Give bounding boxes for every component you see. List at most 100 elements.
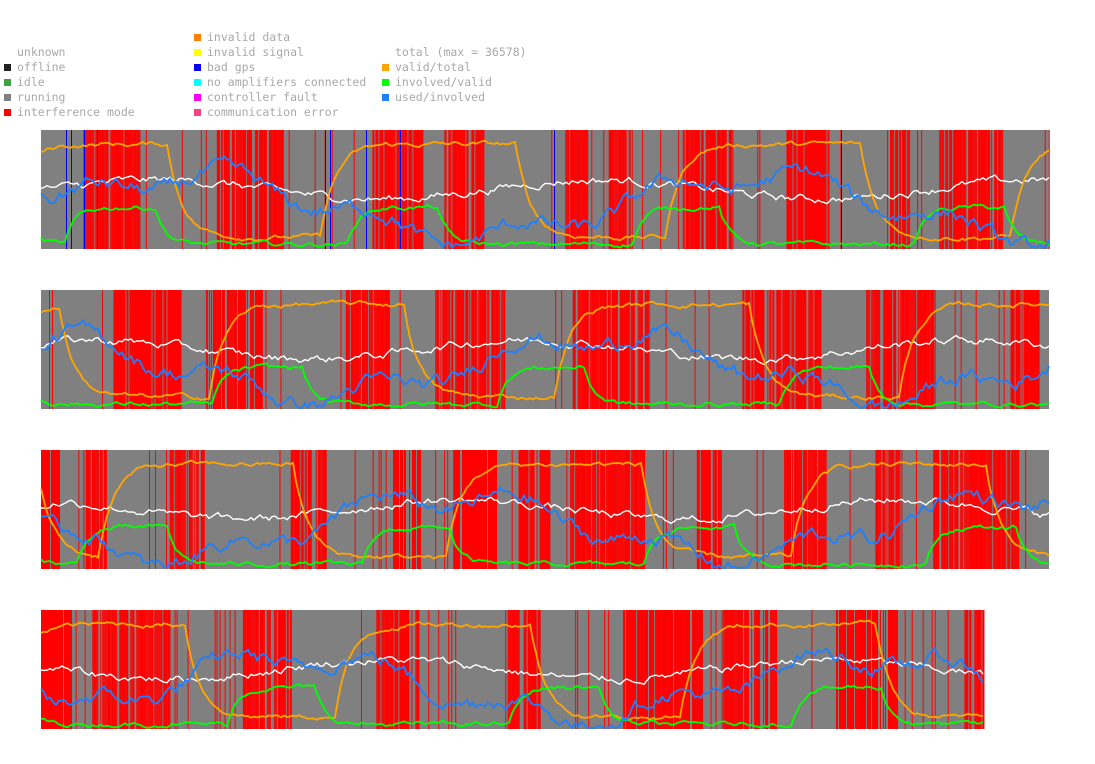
interference-mark (458, 290, 460, 409)
legend-swatch (382, 94, 389, 101)
interference-mark (385, 130, 387, 249)
interference-mark (407, 610, 409, 729)
interference-mark (417, 450, 419, 569)
interference-mark (964, 130, 966, 249)
interference-mark (445, 130, 447, 249)
interference-mark (568, 130, 570, 249)
interference-mark (260, 290, 262, 409)
interference-mark (449, 130, 451, 249)
interference-mark (158, 610, 160, 729)
interference-mark (378, 290, 380, 409)
interference-mark (984, 130, 987, 249)
interference-mark (577, 610, 579, 729)
interference-mark (159, 610, 161, 729)
interference-mark (130, 290, 132, 409)
interference-mark (131, 290, 133, 409)
interference-mark (713, 450, 715, 569)
interference-mark (496, 290, 499, 409)
interference-mark (642, 130, 644, 249)
interference-mark (265, 130, 267, 249)
interference-mark (779, 290, 781, 409)
interference-mark (593, 290, 596, 409)
interference-mark (265, 290, 267, 409)
interference-mark (1009, 450, 1011, 569)
interference-mark (786, 290, 789, 409)
interference-mark (821, 130, 823, 249)
interference-mark (447, 290, 449, 409)
interference-mark (493, 290, 495, 409)
interference-mark (883, 450, 885, 569)
interference-mark (957, 130, 960, 249)
interference-mark (762, 290, 764, 409)
interference-mark (899, 450, 901, 569)
legend-swatch (194, 94, 201, 101)
interference-mark (598, 450, 600, 569)
interference-mark (964, 610, 966, 729)
interference-mark (811, 290, 813, 409)
interference-mark (780, 290, 782, 409)
interference-mark (87, 130, 89, 249)
interference-mark (888, 450, 891, 569)
interference-mark (640, 610, 643, 729)
bad-gps-mark (554, 130, 555, 249)
interference-mark (193, 450, 195, 569)
interference-mark (1002, 130, 1004, 249)
interference-mark (105, 450, 107, 569)
legend-swatch (194, 34, 201, 41)
interference-mark (42, 610, 44, 729)
interference-mark (623, 130, 625, 249)
interference-mark (1003, 450, 1005, 569)
interference-mark (661, 610, 663, 729)
interference-mark (456, 130, 458, 249)
interference-mark (702, 450, 704, 569)
interference-mark (939, 130, 941, 249)
interference-mark (962, 450, 964, 569)
interference-mark (887, 290, 890, 409)
interference-mark (618, 130, 620, 249)
strip-panel (40, 130, 1050, 250)
interference-mark (470, 450, 473, 569)
interference-mark (254, 610, 256, 729)
interference-mark (719, 450, 721, 569)
interference-mark (892, 450, 894, 569)
interference-mark (83, 130, 85, 249)
interference-mark (218, 130, 220, 249)
interference-mark (261, 130, 263, 249)
interference-mark (97, 610, 99, 729)
interference-mark (206, 290, 208, 409)
series-line (40, 155, 1050, 250)
interference-mark (279, 130, 281, 249)
interference-mark (604, 290, 607, 409)
interference-mark (171, 450, 174, 569)
interference-mark (49, 290, 50, 409)
interference-mark (734, 610, 736, 729)
interference-mark (175, 450, 177, 569)
interference-mark (529, 610, 531, 729)
interference-mark (145, 290, 147, 409)
legend-swatch (4, 79, 11, 86)
interference-mark (715, 610, 717, 729)
interference-mark (759, 610, 761, 729)
interference-mark (404, 130, 407, 249)
interference-mark (393, 450, 395, 569)
interference-mark (250, 290, 253, 409)
interference-mark (191, 450, 193, 569)
legend-swatch (4, 64, 11, 71)
interference-mark (127, 290, 129, 409)
interference-mark (153, 290, 155, 409)
interference-mark (89, 450, 91, 569)
interference-mark (773, 610, 775, 729)
interference-mark (467, 130, 469, 249)
interference-mark (523, 610, 525, 729)
interference-mark (511, 450, 513, 569)
interference-mark (966, 450, 968, 569)
interference-mark (710, 610, 712, 729)
bad-gps-mark (84, 130, 85, 249)
interference-mark (451, 610, 453, 729)
interference-mark (143, 610, 146, 729)
interference-mark (150, 290, 152, 409)
interference-mark (169, 450, 172, 569)
interference-mark (908, 130, 910, 249)
interference-mark (216, 610, 218, 729)
interference-mark (459, 130, 462, 249)
